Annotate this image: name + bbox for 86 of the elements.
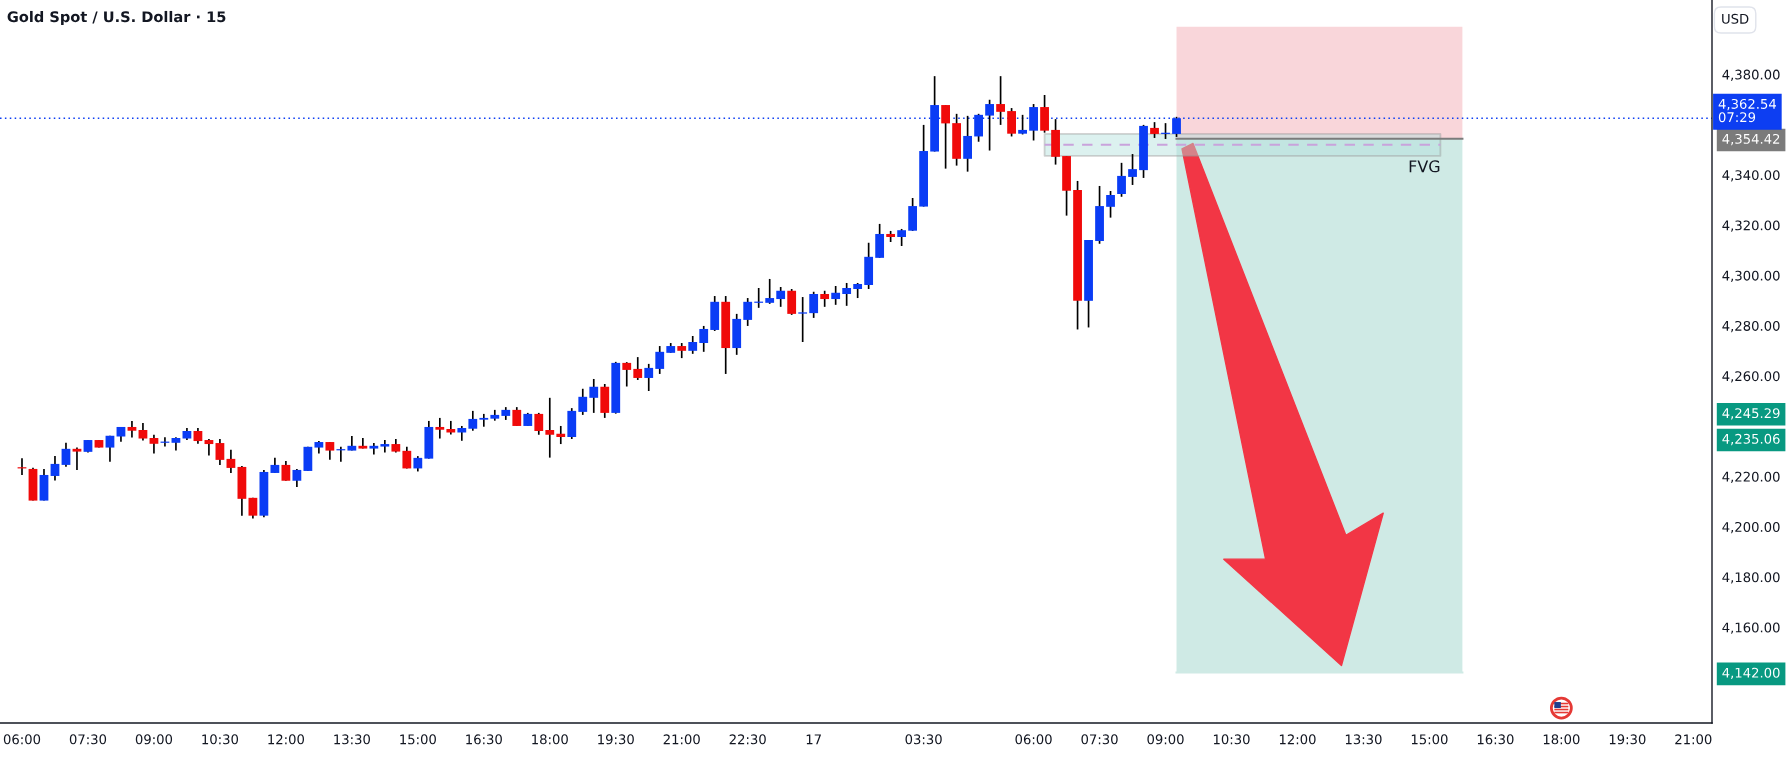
- candlestick: [292, 468, 302, 488]
- candlestick: [787, 288, 797, 316]
- candlestick: [589, 378, 599, 414]
- candlestick: [1106, 190, 1115, 219]
- x-tick-label: 15:00: [1411, 734, 1448, 745]
- candlestick: [127, 420, 137, 439]
- candlestick: [556, 425, 566, 445]
- candlestick: [1117, 162, 1126, 198]
- x-tick-label: 09:00: [1147, 734, 1184, 745]
- x-tick-label: 15:00: [400, 734, 436, 745]
- candlestick: [204, 438, 214, 457]
- y-tick-label: 4,142.00: [1722, 667, 1780, 680]
- candlestick: [655, 345, 665, 375]
- candlestick: [622, 361, 632, 388]
- candlestick: [226, 448, 236, 474]
- candlestick: [798, 296, 808, 343]
- candlestick: [215, 438, 225, 466]
- annotation: FVG: [1409, 160, 1440, 173]
- y-tick-label: 4,180.00: [1722, 572, 1780, 584]
- y-tick-label: 4,200.00: [1722, 521, 1780, 534]
- candlestick: [699, 325, 709, 353]
- y-tick-label: 4,160.00: [1722, 622, 1780, 634]
- candlestick: [743, 297, 753, 327]
- x-tick-label: 18:00: [532, 734, 568, 745]
- candlestick: [545, 396, 555, 459]
- x-tick-label: 21:00: [1675, 734, 1712, 745]
- y-tick-label: 4,320.00: [1722, 220, 1780, 232]
- candlestick: [1007, 107, 1016, 138]
- candlestick: [281, 460, 291, 482]
- x-tick-label: 03:30: [905, 734, 942, 745]
- candlestick: [765, 278, 775, 305]
- candlestick: [809, 290, 819, 319]
- candlestick: [1040, 94, 1049, 134]
- x-tick-label: 10:30: [202, 734, 239, 745]
- x-tick-label: 12:00: [268, 734, 305, 745]
- candlestick: [941, 104, 951, 170]
- candlestick: [105, 434, 115, 463]
- x-tick-label: 18:00: [1543, 734, 1580, 745]
- candlestick: [875, 223, 885, 259]
- candlestick: [435, 417, 445, 440]
- y-tick-label: 4,280.00: [1722, 320, 1780, 333]
- candlestick: [380, 439, 390, 454]
- y-tick-label: 4,340.00: [1722, 170, 1780, 182]
- x-tick-label: 10:30: [1213, 734, 1250, 745]
- x-tick-label: 12:00: [1279, 734, 1316, 745]
- candlestick: [61, 441, 71, 468]
- y-tick-label: 4,260.00: [1722, 371, 1780, 383]
- x-tick-label: 17: [806, 734, 821, 745]
- x-tick-label: 13:30: [1345, 734, 1382, 745]
- candlestick: [512, 406, 522, 427]
- candlestick: [831, 285, 841, 306]
- candlestick: [468, 410, 478, 432]
- candlestick: [534, 412, 544, 436]
- x-tick-label: 19:30: [598, 734, 634, 745]
- candlestick: [50, 455, 60, 482]
- candlestick: [842, 282, 852, 307]
- candlestick: [369, 442, 379, 456]
- x-tick-label: 09:00: [135, 734, 173, 745]
- x-tick-label: 22:30: [729, 734, 766, 745]
- candlestick: [578, 387, 588, 416]
- y-tick-label: 4,380.00: [1722, 69, 1780, 81]
- x-tick-label: 13:30: [334, 734, 370, 745]
- candlestick: [479, 413, 489, 428]
- x-tick-label: 19:30: [1609, 734, 1646, 745]
- x-tick-label: 16:30: [1477, 734, 1514, 745]
- x-tick-label: 07:30: [1081, 734, 1118, 745]
- ref-line-label: 4,362.54 07:29: [1718, 98, 1777, 123]
- candlestick: [996, 75, 1005, 126]
- candlestick: [72, 446, 82, 471]
- y-axis-title: USD: [1722, 13, 1749, 24]
- x-tick-label: 21:00: [663, 734, 700, 745]
- y-tick-label: 4,245.29: [1722, 408, 1780, 420]
- candlestick: [1128, 153, 1137, 186]
- text: Gold Spot / U.S. Dollar · 15: [7, 10, 226, 26]
- x-tick-label: 16:30: [466, 734, 502, 745]
- candlestick: [644, 363, 654, 392]
- x-tick-label: 07:30: [69, 734, 107, 745]
- x-tick-label: 06:00: [3, 734, 41, 745]
- x-tick-label: 06:00: [1015, 734, 1052, 745]
- y-tick-label: 4,235.06: [1722, 433, 1780, 446]
- y-tick-label: 4,300.00: [1722, 270, 1780, 282]
- candlestick: [149, 433, 159, 455]
- candlestick: [776, 286, 786, 308]
- candlestick: [633, 356, 643, 381]
- y-tick-label: 4,220.00: [1722, 471, 1780, 484]
- y-tick-label: 4,354.42: [1722, 133, 1780, 146]
